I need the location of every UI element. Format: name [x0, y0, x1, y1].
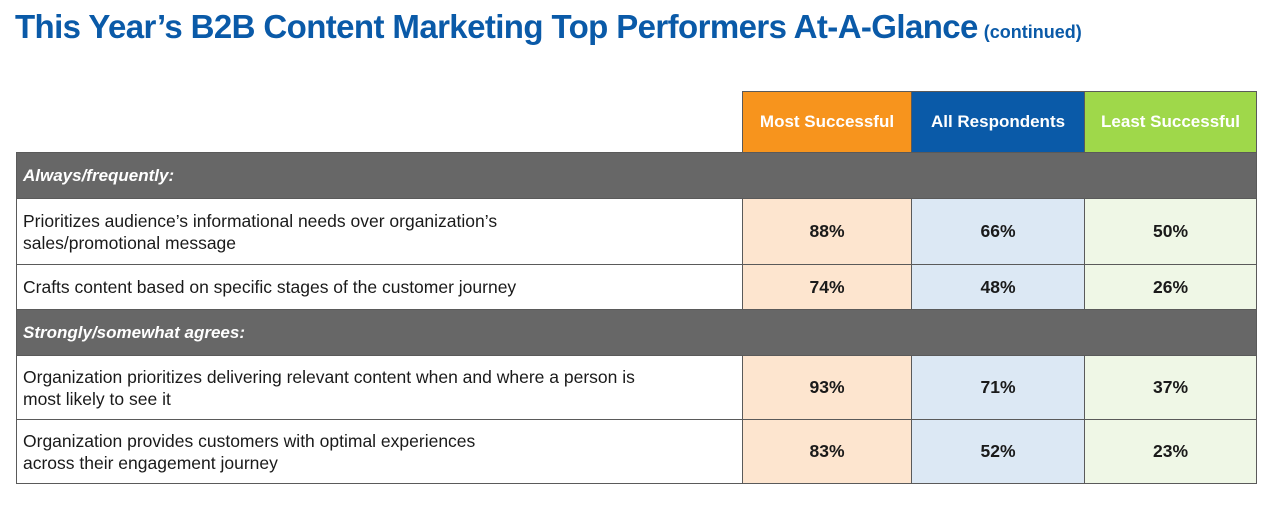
title-main: This Year’s B2B Content Marketing Top Pe…: [15, 8, 978, 45]
row-label-line: Organization provides customers with opt…: [23, 430, 476, 451]
row-label-line: Prioritizes audience’s informational nee…: [23, 210, 498, 231]
value-most-successful: 88%: [742, 198, 912, 265]
title-suffix: (continued): [983, 22, 1082, 42]
row-label-line: across their engagement journey: [23, 452, 278, 473]
header-row: Most Successful All Respondents Least Su…: [16, 91, 1257, 153]
table-row: Organization provides customers with opt…: [16, 419, 1257, 484]
value-most-successful: 83%: [742, 419, 912, 484]
value-all-respondents: 66%: [911, 198, 1085, 265]
header-blank-cell: [16, 91, 743, 153]
column-header-most-successful: Most Successful: [742, 91, 912, 153]
value-least-successful: 23%: [1084, 419, 1257, 484]
row-label: Prioritizes audience’s informational nee…: [16, 198, 743, 265]
row-label-line: Crafts content based on specific stages …: [23, 277, 517, 297]
section-row: Strongly/somewhat agrees:: [16, 309, 1257, 356]
row-label-line: most likely to see it: [23, 388, 171, 409]
value-all-respondents: 52%: [911, 419, 1085, 484]
performers-table: Most Successful All Respondents Least Su…: [16, 91, 1257, 484]
page-title: This Year’s B2B Content Marketing Top Pe…: [15, 8, 1082, 46]
value-all-respondents: 71%: [911, 355, 1085, 420]
value-most-successful: 93%: [742, 355, 912, 420]
row-label: Organization prioritizes delivering rele…: [16, 355, 743, 420]
table-row: Organization prioritizes delivering rele…: [16, 355, 1257, 420]
value-least-successful: 50%: [1084, 198, 1257, 265]
row-label: Organization provides customers with opt…: [16, 419, 743, 484]
section-label: Strongly/somewhat agrees:: [16, 309, 1257, 356]
column-header-all-respondents: All Respondents: [911, 91, 1085, 153]
row-label-line: Organization prioritizes delivering rele…: [23, 366, 635, 387]
value-least-successful: 26%: [1084, 264, 1257, 310]
row-label-line: sales/promotional message: [23, 232, 237, 253]
section-label: Always/frequently:: [16, 152, 1257, 199]
column-header-least-successful: Least Successful: [1084, 91, 1257, 153]
value-all-respondents: 48%: [911, 264, 1085, 310]
value-least-successful: 37%: [1084, 355, 1257, 420]
table-row: Crafts content based on specific stages …: [16, 264, 1257, 310]
value-most-successful: 74%: [742, 264, 912, 310]
row-label: Crafts content based on specific stages …: [16, 264, 743, 310]
table-row: Prioritizes audience’s informational nee…: [16, 198, 1257, 265]
section-row: Always/frequently:: [16, 152, 1257, 199]
